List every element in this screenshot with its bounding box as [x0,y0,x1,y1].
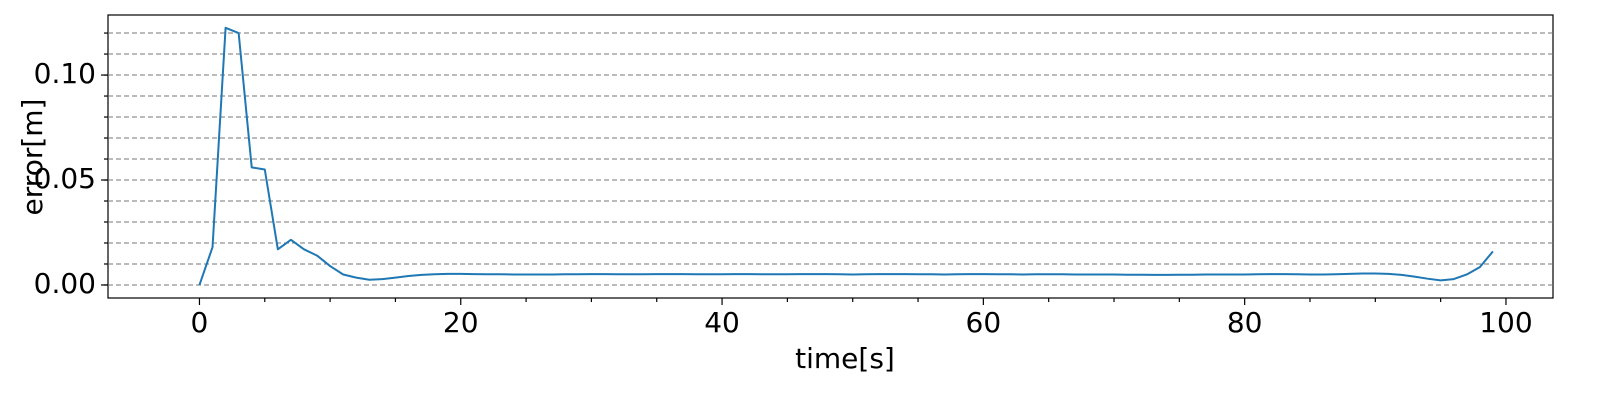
x-axis-label: time[s] [795,342,895,375]
x-tick-label: 60 [966,306,1002,339]
y-tick-label: 0.05 [34,162,96,195]
data-line [198,26,1494,286]
x-tick-label: 0 [191,306,209,339]
x-tick-label: 80 [1227,306,1263,339]
y-axis-label: error[m] [16,99,49,216]
y-tick-label: 0.10 [34,57,96,90]
plot-frame [107,14,1554,299]
x-tick-label: 40 [704,306,740,339]
x-tick-label: 100 [1479,306,1532,339]
y-tick-label: 0.00 [34,267,96,300]
x-tick-label: 20 [443,306,479,339]
